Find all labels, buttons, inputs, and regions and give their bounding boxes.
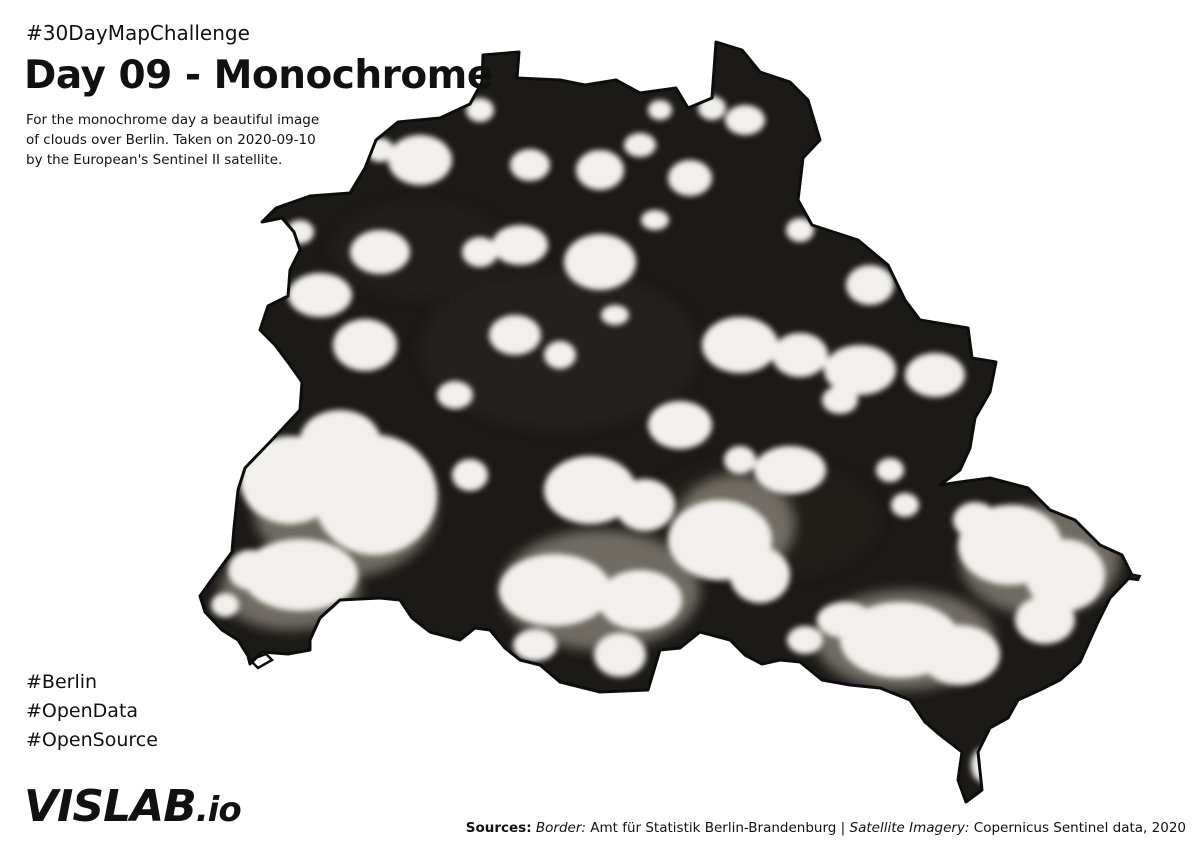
sources-label: Sources: (465, 820, 532, 836)
challenge-hashtag: #30DayMapChallenge (26, 21, 250, 45)
border-exclave (247, 652, 275, 670)
description: For the monochrome day a beautiful image… (26, 110, 346, 170)
berlin-border (198, 40, 1134, 804)
hashtag-opensource: #OpenSource (26, 729, 158, 751)
border-source-value: Amt für Statistik Berlin-Brandenburg (590, 820, 837, 836)
sources-credit: Sources: Border: Amt für Statistik Berli… (466, 818, 1186, 838)
description-line: by the European's Sentinel II satellite. (26, 152, 283, 168)
logo-sub: .io (195, 790, 242, 830)
hashtag-list: #Berlin #OpenData #OpenSource (26, 668, 158, 755)
sources-separator: | (840, 820, 846, 836)
page-title: Day 09 - Monochrome (24, 53, 493, 98)
border-exclave (1127, 572, 1142, 582)
imagery-source-value: Copernicus Sentinel data, 2020 (973, 820, 1186, 836)
hashtag-berlin: #Berlin (26, 671, 98, 693)
hashtag-opendata: #OpenData (26, 700, 139, 722)
vislab-logo: VISLAB.io (24, 780, 242, 837)
imagery-source-label: Satellite Imagery: (849, 820, 970, 836)
description-line: of clouds over Berlin. Taken on 2020-09-… (26, 132, 316, 148)
description-line: For the monochrome day a beautiful image (26, 112, 320, 128)
border-source-label: Border: (535, 820, 586, 836)
logo-main: VISLAB (24, 781, 197, 832)
